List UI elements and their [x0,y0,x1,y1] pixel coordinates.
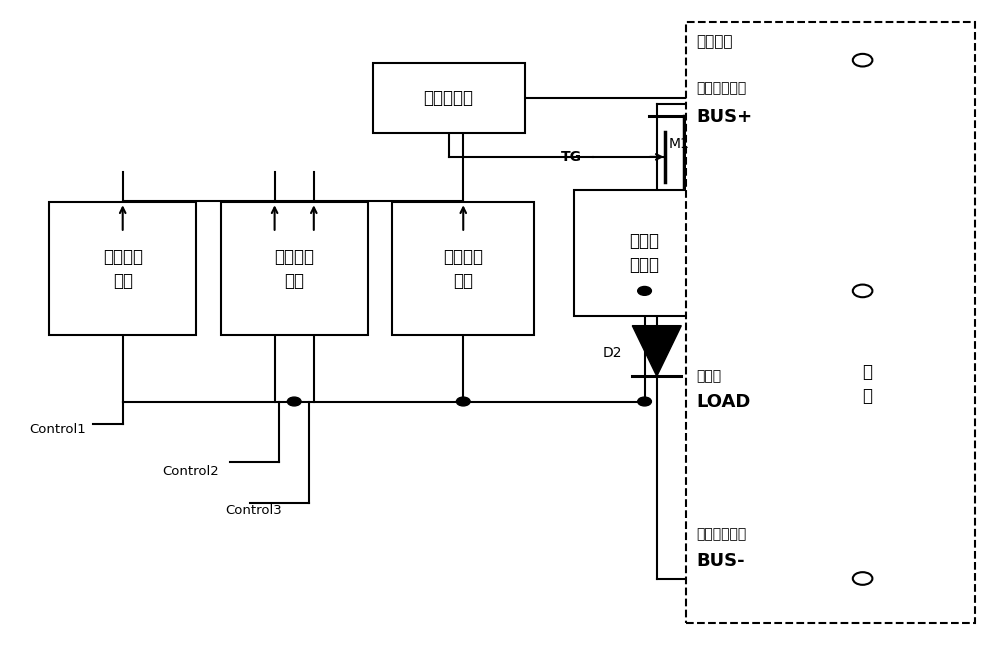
Text: Control3: Control3 [226,504,282,517]
Text: BUS+: BUS+ [696,108,752,126]
Text: 功率电源回线: 功率电源回线 [696,527,746,541]
Text: 负载端: 负载端 [696,369,721,383]
Circle shape [456,397,470,406]
Bar [49,203,196,335]
Circle shape [853,572,872,585]
Text: 驱动保护
电路: 驱动保护 电路 [274,248,314,290]
Bar [574,190,716,316]
Circle shape [853,284,872,297]
Text: 缓开通电路: 缓开通电路 [424,89,474,107]
Circle shape [287,397,301,406]
Bar [373,63,524,133]
Circle shape [853,54,872,66]
Text: 瞬态抑制
电路: 瞬态抑制 电路 [443,248,483,290]
Polygon shape [632,326,681,376]
Text: D2: D2 [603,346,622,360]
Text: Control1: Control1 [30,424,86,437]
Circle shape [638,286,651,295]
Text: M1: M1 [669,137,689,151]
Bar [221,203,368,335]
Bar [686,23,975,623]
Bar [814,335,921,433]
Text: 负
载: 负 载 [862,363,872,405]
Text: TG: TG [561,150,582,164]
Text: Control2: Control2 [162,464,219,477]
Circle shape [638,397,651,406]
Text: 功率电源正线: 功率电源正线 [696,82,746,95]
Text: 功率接口: 功率接口 [696,34,732,49]
Text: 电流采
样电路: 电流采 样电路 [630,232,660,273]
Text: BUS-: BUS- [696,552,745,570]
Text: 开通关断
电路: 开通关断 电路 [103,248,143,290]
Bar [392,203,534,335]
Text: LOAD: LOAD [696,393,750,410]
